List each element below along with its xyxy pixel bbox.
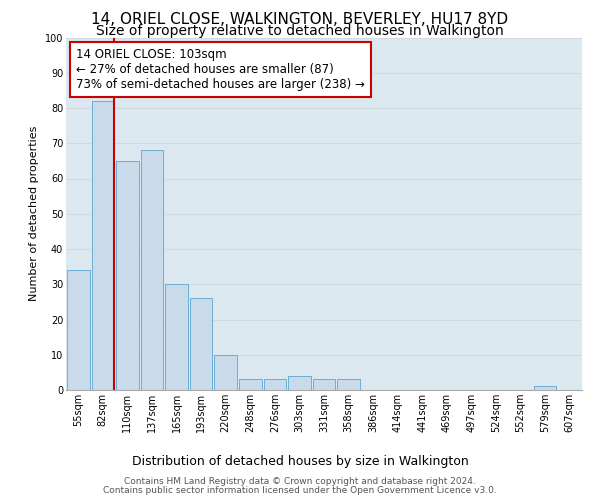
Bar xyxy=(263,380,286,390)
Text: Distribution of detached houses by size in Walkington: Distribution of detached houses by size … xyxy=(131,455,469,468)
Bar xyxy=(140,150,163,390)
Text: Contains public sector information licensed under the Open Government Licence v3: Contains public sector information licen… xyxy=(103,486,497,495)
Bar xyxy=(534,386,556,390)
Bar xyxy=(67,270,89,390)
Bar xyxy=(214,355,237,390)
Bar xyxy=(116,161,139,390)
Y-axis label: Number of detached properties: Number of detached properties xyxy=(29,126,39,302)
Text: Contains HM Land Registry data © Crown copyright and database right 2024.: Contains HM Land Registry data © Crown c… xyxy=(124,478,476,486)
Bar xyxy=(190,298,212,390)
Bar xyxy=(288,376,311,390)
Bar xyxy=(239,380,262,390)
Bar xyxy=(92,101,114,390)
Bar xyxy=(165,284,188,390)
Text: Size of property relative to detached houses in Walkington: Size of property relative to detached ho… xyxy=(96,24,504,38)
Text: 14 ORIEL CLOSE: 103sqm
← 27% of detached houses are smaller (87)
73% of semi-det: 14 ORIEL CLOSE: 103sqm ← 27% of detached… xyxy=(76,48,365,91)
Text: 14, ORIEL CLOSE, WALKINGTON, BEVERLEY, HU17 8YD: 14, ORIEL CLOSE, WALKINGTON, BEVERLEY, H… xyxy=(91,12,509,28)
Bar xyxy=(313,380,335,390)
Bar xyxy=(337,380,360,390)
